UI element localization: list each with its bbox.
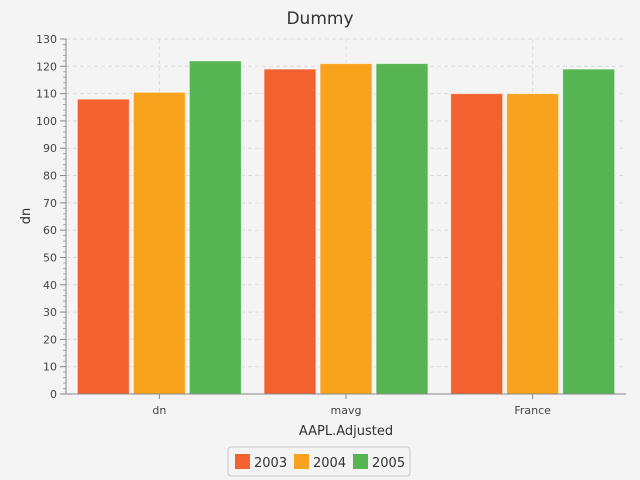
y-tick-label: 130 xyxy=(36,33,57,46)
y-tick-label: 70 xyxy=(43,197,57,210)
x-tick-label: mavg xyxy=(331,404,362,417)
y-tick-label: 30 xyxy=(43,306,57,319)
bar xyxy=(562,68,616,395)
y-axis: 0 10 20 30 40 50 60 70 80 90 100 110 120 130 xyxy=(36,33,67,401)
x-tick-label: dn xyxy=(152,404,166,417)
bars xyxy=(76,60,616,395)
bar xyxy=(76,98,130,395)
legend-label: 2004 xyxy=(313,456,346,471)
y-axis-label: dn xyxy=(19,208,34,225)
y-tick-label: 20 xyxy=(43,333,57,346)
y-tick-label: 80 xyxy=(43,170,57,183)
y-tick-label: 40 xyxy=(43,279,57,292)
y-tick-label: 90 xyxy=(43,142,57,155)
legend-label: 2005 xyxy=(372,456,405,471)
y-tick-label: 50 xyxy=(43,251,57,264)
y-tick-label: 120 xyxy=(36,60,57,73)
x-axis: dn mavg France xyxy=(66,393,626,417)
bar xyxy=(263,68,317,395)
bar xyxy=(375,63,429,395)
y-tick-label: 60 xyxy=(43,224,57,237)
y-tick-label: 10 xyxy=(43,361,57,374)
bar xyxy=(450,93,504,395)
legend: 2003 2004 2005 xyxy=(227,446,411,477)
legend-swatch xyxy=(353,454,368,469)
x-tick-label: France xyxy=(514,404,551,417)
bar xyxy=(188,60,242,395)
bar xyxy=(132,91,186,395)
bar xyxy=(319,63,373,395)
y-tick-label: 110 xyxy=(36,88,57,101)
y-tick-label: 0 xyxy=(50,388,57,401)
y-tick-label: 100 xyxy=(36,115,57,128)
legend-swatch xyxy=(294,454,309,469)
chart-title: Dummy xyxy=(286,9,353,29)
bar xyxy=(506,93,560,395)
x-axis-label: AAPL.Adjusted xyxy=(299,424,393,439)
legend-swatch xyxy=(235,454,250,469)
legend-label: 2003 xyxy=(254,456,287,471)
